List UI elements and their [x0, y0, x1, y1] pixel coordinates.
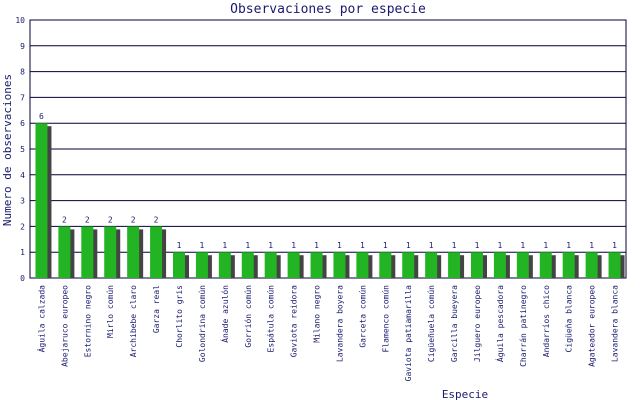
y-tick-label: 0	[20, 274, 25, 283]
y-tick-label: 8	[20, 68, 25, 77]
x-tick-label: Lavandera boyera	[335, 285, 344, 362]
value-label: 1	[177, 241, 182, 250]
bar	[218, 252, 231, 278]
value-label: 1	[268, 241, 273, 250]
chart-title: Observaciones por especie	[230, 2, 426, 17]
x-tick-label: Andarríos chico	[542, 285, 551, 357]
value-label: 1	[612, 241, 617, 250]
value-label: 1	[520, 241, 525, 250]
value-label: 1	[200, 241, 205, 250]
x-tick-label: Agateador europeo	[588, 285, 597, 367]
bar	[173, 252, 185, 278]
bar	[150, 226, 163, 278]
value-label: 1	[475, 241, 480, 250]
value-label: 1	[222, 241, 227, 250]
x-tick-label: Milano negro	[313, 285, 322, 343]
x-tick-label: Gaviota patiamarilla	[404, 285, 413, 382]
value-label: 2	[154, 215, 159, 224]
bar	[310, 252, 323, 278]
value-label: 1	[429, 241, 434, 250]
value-label: 1	[245, 241, 250, 250]
bar	[287, 252, 300, 278]
y-tick-label: 7	[20, 93, 25, 102]
x-tick-label: Estornino negro	[83, 285, 92, 357]
value-label: 1	[291, 241, 296, 250]
bar	[195, 252, 208, 278]
x-tick-label: Archibebe claro	[129, 285, 138, 357]
x-tick-label: Águila pescadora	[494, 285, 505, 362]
x-tick-label: Chorlito gris	[175, 285, 184, 348]
bar	[81, 226, 94, 278]
value-label: 1	[314, 241, 319, 250]
x-tick-label: Charrán patinegro	[519, 285, 528, 367]
y-tick-label: 4	[20, 171, 25, 180]
x-tick-label: Jilguero europeo	[473, 285, 482, 362]
bar	[58, 226, 71, 278]
x-tick-label: Mirlo común	[106, 285, 115, 338]
x-tick-label: Ánade azulón	[219, 285, 230, 343]
value-label: 2	[85, 215, 90, 224]
x-tick-label: Cigüeña blanca	[565, 285, 574, 353]
value-label: 6	[39, 112, 44, 121]
bar	[35, 123, 48, 278]
x-tick-label: Abejaruco europeo	[60, 285, 69, 367]
value-label: 1	[337, 241, 342, 250]
y-axis-label: Numero de observaciones	[1, 74, 14, 226]
x-tick-label: Lavandera blanca	[611, 285, 620, 362]
bar	[471, 252, 483, 278]
bar	[127, 226, 140, 278]
x-tick-label: Garza real	[152, 285, 161, 333]
value-label: 2	[108, 215, 113, 224]
value-label: 1	[498, 241, 503, 250]
value-label: 1	[566, 241, 571, 250]
x-axis-label: Especie	[442, 388, 488, 400]
value-label: 2	[62, 215, 67, 224]
bar	[562, 252, 575, 278]
y-tick-label: 2	[20, 222, 25, 231]
x-tick-label: Garceta común	[358, 285, 367, 348]
x-tick-label: Flamenco común	[381, 285, 390, 353]
bar	[539, 252, 552, 278]
value-label: 1	[452, 241, 457, 250]
value-label: 1	[360, 241, 365, 250]
bar	[425, 252, 438, 278]
bar	[379, 252, 392, 278]
bar	[241, 252, 254, 278]
x-tick-label: Gaviota reidora	[290, 285, 299, 357]
y-tick-label: 1	[20, 248, 25, 257]
value-label: 2	[131, 215, 136, 224]
x-tick-label: Espátula común	[267, 285, 276, 353]
x-tick-label: Gorrión común	[243, 285, 253, 348]
bar	[333, 252, 346, 278]
value-label: 1	[406, 241, 411, 250]
bar	[264, 252, 277, 278]
bar	[448, 252, 461, 278]
bar	[402, 252, 415, 278]
x-tick-label: Cigüeñuela común	[427, 285, 436, 362]
x-tick-label: Garcilla bueyera	[450, 285, 459, 362]
bar	[585, 252, 598, 278]
x-tick-label: Águila calzada	[35, 285, 46, 353]
y-tick-label: 6	[20, 119, 25, 128]
y-tick-label: 3	[20, 197, 25, 206]
value-label: 1	[543, 241, 548, 250]
y-tick-label: 5	[20, 145, 25, 154]
y-tick-label: 9	[20, 42, 25, 51]
bar	[356, 252, 369, 278]
x-tick-label: Golondrina común	[198, 285, 207, 362]
bar	[104, 226, 117, 278]
bar	[493, 252, 506, 278]
y-tick-label: 10	[15, 16, 25, 25]
bar	[516, 252, 529, 278]
value-label: 1	[383, 241, 388, 250]
value-label: 1	[589, 241, 594, 250]
bar	[608, 252, 621, 278]
